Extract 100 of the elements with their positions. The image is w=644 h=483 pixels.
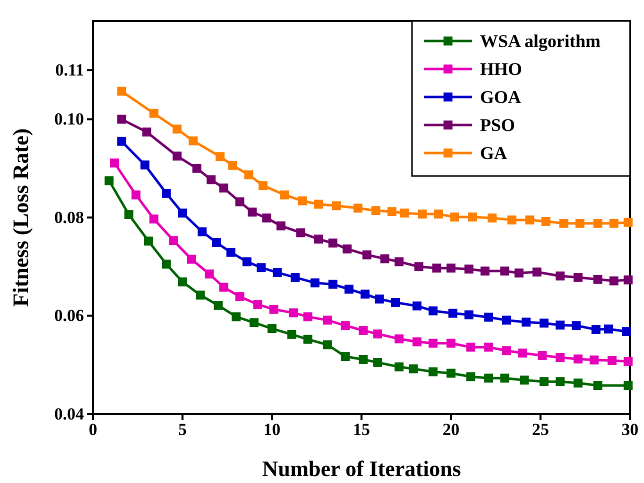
legend-label: HHO	[480, 59, 522, 79]
point	[412, 337, 422, 346]
legend-label: GA	[480, 143, 507, 163]
point	[140, 160, 150, 170]
point	[353, 204, 362, 213]
point	[149, 108, 158, 118]
point	[192, 164, 202, 173]
x-tick-label: 20	[442, 420, 460, 440]
point	[358, 355, 368, 364]
point	[592, 325, 600, 334]
point	[624, 356, 633, 366]
point	[484, 374, 494, 383]
point	[418, 210, 427, 219]
point	[609, 276, 618, 286]
legend-label: PSO	[480, 115, 516, 135]
point	[214, 300, 223, 310]
point	[149, 214, 158, 224]
y-tick-label: 0.10	[54, 110, 84, 129]
point	[450, 212, 460, 222]
point	[342, 244, 352, 254]
point	[232, 312, 241, 322]
point	[484, 342, 494, 352]
point	[520, 376, 529, 385]
point	[446, 338, 456, 348]
point	[540, 318, 549, 328]
point	[250, 318, 259, 328]
point	[178, 277, 187, 286]
point	[538, 351, 547, 360]
point	[303, 334, 312, 344]
point	[272, 268, 282, 277]
point	[362, 250, 372, 260]
point	[400, 208, 409, 218]
point	[574, 354, 583, 364]
point	[468, 212, 477, 222]
point	[204, 270, 214, 278]
point	[206, 175, 216, 184]
point	[394, 334, 404, 344]
point	[216, 152, 225, 162]
point	[314, 200, 324, 209]
point	[502, 316, 511, 325]
point	[280, 190, 289, 200]
point	[434, 210, 443, 219]
x-tick-label: 5	[178, 420, 187, 440]
point	[374, 294, 384, 304]
y-axis-title: Fitness (Loss Rate)	[8, 128, 33, 307]
point	[556, 377, 565, 386]
point	[593, 218, 602, 228]
point	[387, 207, 396, 216]
point	[332, 201, 341, 210]
point	[624, 275, 633, 284]
point	[540, 377, 549, 386]
point	[289, 308, 298, 318]
point	[256, 263, 266, 272]
point	[124, 210, 134, 220]
point	[428, 306, 438, 316]
point	[287, 330, 296, 339]
point	[117, 86, 126, 96]
point	[518, 348, 528, 358]
point	[572, 321, 581, 330]
point	[622, 327, 631, 336]
point	[328, 280, 338, 289]
point	[188, 136, 198, 146]
point	[262, 214, 272, 222]
point	[556, 353, 565, 362]
point	[432, 264, 442, 273]
point	[500, 266, 510, 276]
point	[328, 238, 338, 248]
point	[162, 188, 171, 198]
point	[117, 114, 126, 124]
y-tick-label: 0.06	[54, 306, 84, 326]
point	[373, 329, 382, 338]
point	[178, 208, 187, 218]
point	[162, 260, 171, 269]
x-tick-label: 25	[532, 420, 549, 440]
x-tick-label: 10	[264, 420, 280, 440]
point	[574, 272, 583, 282]
x-tick-label: 30	[622, 420, 638, 440]
point	[344, 284, 354, 294]
point	[144, 236, 153, 246]
y-tick-label: 0.08	[54, 208, 84, 227]
point	[604, 324, 613, 334]
point	[412, 301, 422, 310]
point	[117, 136, 126, 146]
point	[269, 304, 278, 314]
point	[559, 218, 568, 228]
point	[609, 218, 618, 228]
point	[296, 228, 306, 238]
point	[360, 290, 370, 299]
point	[522, 318, 531, 327]
point	[253, 300, 262, 309]
point	[394, 257, 404, 266]
point	[428, 338, 438, 348]
point	[525, 215, 534, 224]
y-tick-label: 0.04	[54, 404, 84, 424]
point	[198, 227, 207, 236]
point	[131, 190, 140, 200]
point	[219, 282, 228, 292]
point	[575, 218, 584, 228]
point	[446, 368, 456, 378]
x-axis-title: Number of Iterations	[262, 456, 462, 481]
